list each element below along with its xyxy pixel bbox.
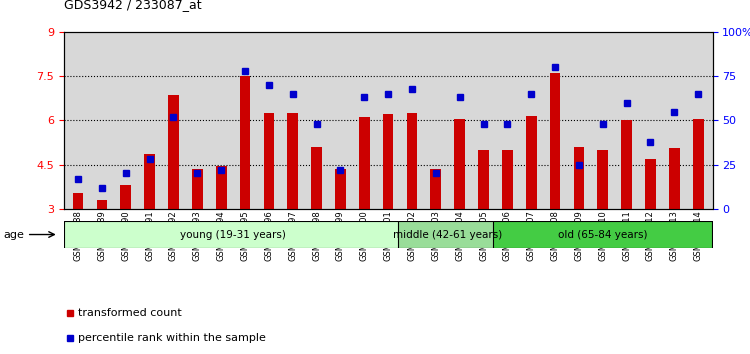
Bar xyxy=(335,169,346,209)
Bar xyxy=(287,113,298,209)
Bar xyxy=(669,148,680,209)
Bar xyxy=(73,193,83,209)
Bar xyxy=(478,150,489,209)
Bar xyxy=(398,221,498,248)
Bar xyxy=(502,150,513,209)
Bar xyxy=(216,166,226,209)
Bar xyxy=(621,120,632,209)
Bar xyxy=(493,221,712,248)
Text: young (19-31 years): young (19-31 years) xyxy=(180,229,286,240)
Text: middle (42-61 years): middle (42-61 years) xyxy=(393,229,502,240)
Bar xyxy=(550,73,560,209)
Bar xyxy=(240,76,250,209)
Bar xyxy=(144,154,155,209)
Bar xyxy=(430,169,441,209)
Bar xyxy=(192,169,202,209)
Text: age: age xyxy=(4,229,25,240)
Bar xyxy=(263,113,274,209)
Bar xyxy=(406,113,417,209)
Bar xyxy=(526,116,536,209)
Bar xyxy=(382,114,394,209)
Bar xyxy=(97,200,107,209)
Bar xyxy=(121,185,131,209)
Bar xyxy=(64,221,403,248)
Bar xyxy=(693,119,703,209)
Bar xyxy=(454,119,465,209)
Bar xyxy=(359,118,370,209)
Text: GDS3942 / 233087_at: GDS3942 / 233087_at xyxy=(64,0,201,11)
Bar xyxy=(168,95,178,209)
Bar xyxy=(645,159,656,209)
Text: old (65-84 years): old (65-84 years) xyxy=(558,229,647,240)
Bar xyxy=(311,147,322,209)
Text: transformed count: transformed count xyxy=(78,308,182,318)
Bar xyxy=(598,150,608,209)
Text: percentile rank within the sample: percentile rank within the sample xyxy=(78,333,266,343)
Bar xyxy=(574,147,584,209)
